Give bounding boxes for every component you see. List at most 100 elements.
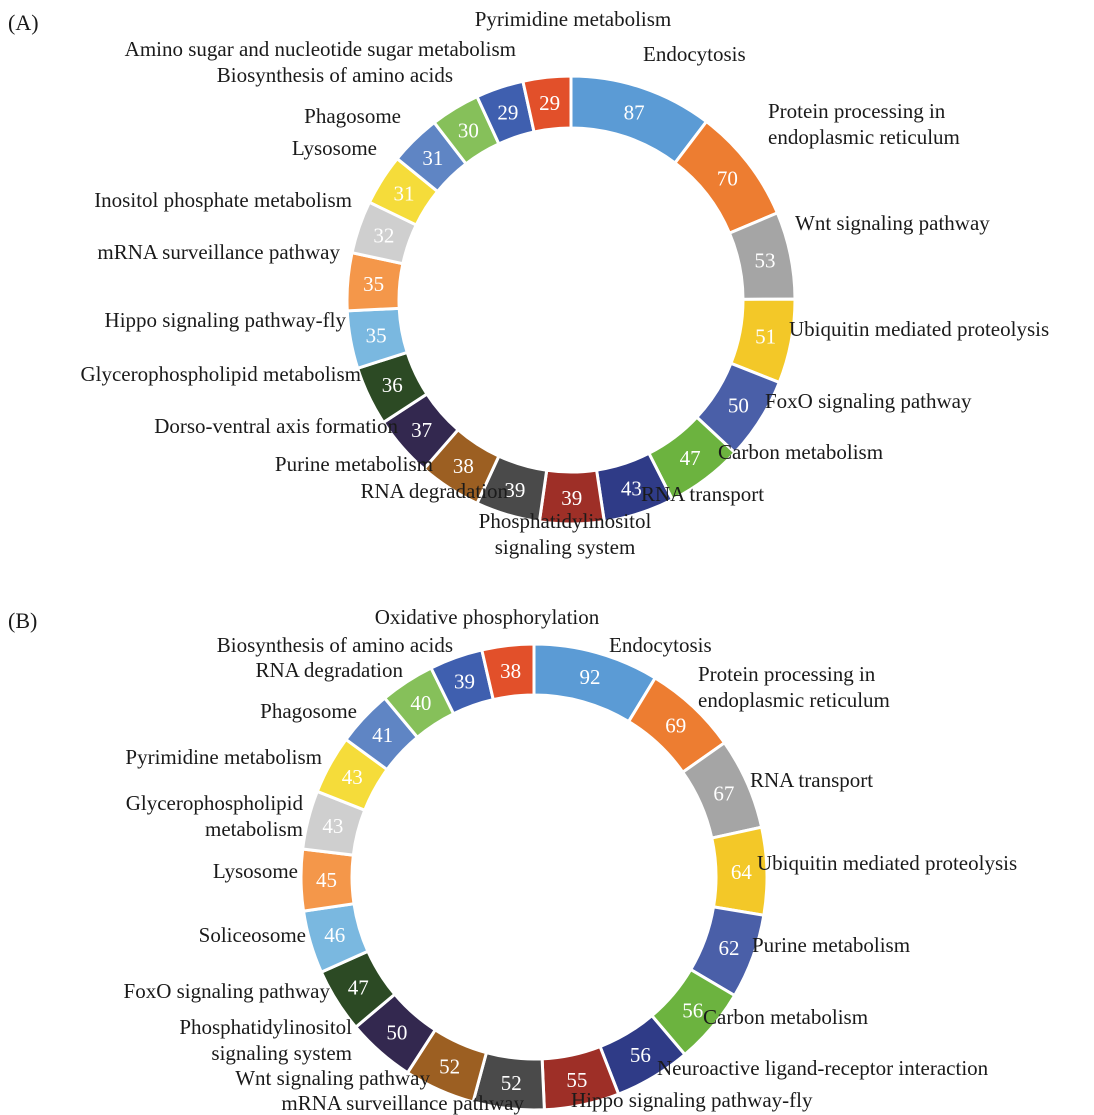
panel-b-category-label: RNA transport: [750, 768, 873, 792]
panel-a-value-label: 39: [504, 478, 525, 502]
panel-a-letter: (A): [8, 10, 39, 35]
panel-b-category-label: mRNA surveillance pathway: [281, 1091, 524, 1115]
panel-a-category-label: Pyrimidine metabolism: [475, 7, 672, 31]
panel-b-category-label-line: Lysosome: [213, 859, 298, 883]
panel-a-category-label-line: Ubiquitin mediated proteolysis: [789, 317, 1049, 341]
panel-a-category-label-line: Carbon metabolism: [718, 440, 883, 464]
panel-a-category-label-line: Endocytosis: [643, 42, 746, 66]
panel-a-value-labels: 87 70 53 51 50 47 43 39 39 38 37 36 35 35 32 31 31 30 29 29: [363, 91, 776, 510]
panel-b-category-label-line: RNA degradation: [255, 658, 403, 682]
panel-b-category-label-line: Biosynthesis of amino acids: [217, 633, 453, 657]
panel-a-category-label-line: mRNA surveillance pathway: [97, 240, 340, 264]
panel-a-category-label: Wnt signaling pathway: [795, 211, 990, 235]
panel-a-category-label-line: FoxO signaling pathway: [765, 389, 972, 413]
panel-a-value-label: 38: [453, 454, 474, 478]
panel-a-category-label: Phosphatidylinositol signaling system: [479, 509, 652, 559]
panel-a-category-label-line: Protein processing in: [768, 99, 946, 123]
panel-b-category-label-line: Hippo signaling pathway-fly: [571, 1088, 813, 1112]
panel-a-value-label: 70: [717, 167, 738, 191]
panel-b-category-label-line: Oxidative phosphorylation: [375, 605, 600, 629]
panel-a-value-label: 35: [363, 272, 384, 296]
panel-b-category-label: Ubiquitin mediated proteolysis: [757, 851, 1017, 875]
panel-b-category-label: RNA degradation: [255, 658, 403, 682]
panel-b-segments: [299, 642, 769, 1112]
panel-a-category-label: Biosynthesis of amino acids: [217, 63, 453, 87]
panel-b-category-label: Wnt signaling pathway: [235, 1066, 430, 1090]
panel-a-category-label: RNA degradation: [360, 479, 508, 503]
panel-a-category-label: Amino sugar and nucleotide sugar metabol…: [125, 37, 516, 61]
panel-a: (A) 87 70 53 51 50 47 43 39 39 38 37 36 35 35 32 31 31 30…: [8, 7, 1049, 559]
panel-b-value-label: 43: [322, 814, 343, 838]
panel-a-category-label-line: endoplasmic reticulum: [768, 125, 960, 149]
panel-a-category-label-line: Lysosome: [292, 136, 377, 160]
panel-b-category-labels: Endocytosis Protein processing in endoplas…: [124, 605, 1018, 1115]
panel-a-category-label: Lysosome: [292, 136, 377, 160]
panel-b-letter: (B): [8, 608, 37, 633]
panel-b-category-label-line: Purine metabolism: [752, 933, 910, 957]
panel-b-value-label: 39: [454, 670, 475, 694]
panel-b-category-label-line: Ubiquitin mediated proteolysis: [757, 851, 1017, 875]
panel-b: (B) 92 69 67 64 62 56 56 55 52 52 50 47 46 45 43 43 41 40…: [8, 605, 1017, 1115]
panel-b-category-label: Protein processing in endoplasmic reticul…: [698, 662, 890, 712]
panel-b-category-label: Phosphatidylinositol signaling system: [179, 1015, 352, 1065]
panel-b-category-label: Glycerophospholipid metabolism: [126, 791, 304, 841]
panel-a-value-label: 30: [458, 119, 479, 143]
panel-b-category-label-line: metabolism: [205, 817, 303, 841]
panel-b-category-label: Phagosome: [260, 699, 357, 723]
panel-b-value-labels: 92 69 67 64 62 56 56 55 52 52 50 47 46 45 43 43 41 40 39 38: [316, 659, 752, 1095]
panel-a-category-label-line: signaling system: [495, 535, 636, 559]
panel-b-value-label: 56: [682, 999, 703, 1023]
panel-b-category-label: Lysosome: [213, 859, 298, 883]
panel-a-category-label: mRNA surveillance pathway: [97, 240, 340, 264]
panel-b-category-label-line: Glycerophospholipid: [126, 791, 304, 815]
panel-a-value-label: 37: [411, 418, 432, 442]
panel-a-value-label: 29: [497, 100, 518, 124]
panel-a-category-label: Hippo signaling pathway-fly: [105, 308, 347, 332]
panel-a-category-label: Endocytosis: [643, 42, 746, 66]
panel-a-category-label: Purine metabolism: [275, 452, 433, 476]
panel-b-category-label: Soliceosome: [199, 923, 306, 947]
panel-a-value-label: 39: [561, 486, 582, 510]
panel-a-category-label: Carbon metabolism: [718, 440, 883, 464]
panel-a-category-label-line: RNA transport: [641, 482, 764, 506]
panel-b-category-label: FoxO signaling pathway: [124, 979, 331, 1003]
panel-b-category-label-line: Protein processing in: [698, 662, 876, 686]
panel-b-value-label: 41: [372, 723, 393, 747]
panel-a-value-label: 29: [539, 91, 560, 115]
panel-b-category-label-line: Phosphatidylinositol: [179, 1015, 352, 1039]
panel-b-value-label: 55: [566, 1068, 587, 1092]
panel-a-category-label: Glycerophospholipid metabolism: [80, 362, 361, 386]
panel-b-category-label-line: mRNA surveillance pathway: [281, 1091, 524, 1115]
panel-b-value-label: 52: [439, 1055, 460, 1079]
panel-b-category-label-line: Wnt signaling pathway: [235, 1066, 430, 1090]
panel-b-category-label: Endocytosis: [609, 633, 712, 657]
panel-b-value-label: 50: [386, 1021, 407, 1045]
panel-b-value-label: 40: [410, 691, 431, 715]
panel-a-value-label: 36: [382, 373, 403, 397]
panel-a-category-label-line: Biosynthesis of amino acids: [217, 63, 453, 87]
panel-b-value-label: 46: [324, 923, 345, 947]
panel-b-category-label: Oxidative phosphorylation: [375, 605, 600, 629]
panel-b-category-label-line: Neuroactive ligand-receptor interaction: [657, 1056, 989, 1080]
panel-a-value-label: 87: [624, 100, 645, 124]
panel-b-category-label: Purine metabolism: [752, 933, 910, 957]
panel-a-category-label-line: Glycerophospholipid metabolism: [80, 362, 361, 386]
panel-b-value-label: 69: [665, 713, 686, 737]
panel-b-value-label: 47: [348, 975, 369, 999]
panel-b-value-label: 62: [718, 936, 739, 960]
panel-a-value-label: 32: [373, 223, 394, 247]
panel-a-category-label-line: Amino sugar and nucleotide sugar metabol…: [125, 37, 516, 61]
panel-b-value-label: 56: [630, 1043, 651, 1067]
panel-a-segments: [345, 74, 797, 526]
panel-b-category-label: Neuroactive ligand-receptor interaction: [657, 1056, 989, 1080]
panel-a-category-labels: Endocytosis Protein processing in endoplas…: [80, 7, 1049, 559]
panel-a-category-label: Ubiquitin mediated proteolysis: [789, 317, 1049, 341]
panel-b-category-label-line: endoplasmic reticulum: [698, 688, 890, 712]
panel-a-category-label: Inositol phosphate metabolism: [94, 188, 352, 212]
panel-b-category-label-line: Soliceosome: [199, 923, 306, 947]
panel-a-category-label-line: Pyrimidine metabolism: [475, 7, 672, 31]
panel-b-category-label-line: FoxO signaling pathway: [124, 979, 331, 1003]
panel-a-value-label: 51: [755, 325, 776, 349]
panel-b-value-label: 38: [500, 659, 521, 683]
